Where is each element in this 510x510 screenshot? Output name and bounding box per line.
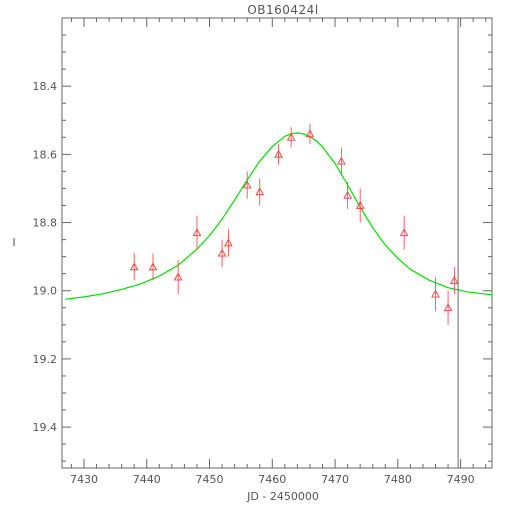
triangle-marker (431, 289, 440, 298)
data-point (255, 178, 265, 206)
y-tick-label: 19.4 (33, 421, 58, 434)
triangle-marker (443, 303, 453, 312)
model-curve (65, 132, 493, 300)
triangle-marker (217, 248, 227, 257)
triangle-marker (242, 180, 252, 189)
data-point (355, 188, 365, 223)
x-tick-label: 7470 (321, 473, 349, 486)
triangle-marker (129, 262, 139, 271)
x-tick-label: 7480 (384, 473, 412, 486)
data-point (192, 215, 202, 250)
triangle-marker (223, 238, 233, 247)
data-point (223, 229, 233, 257)
x-tick-label: 7450 (196, 473, 224, 486)
x-tick-label: 7430 (70, 473, 98, 486)
data-point (431, 277, 440, 312)
plot-frame (61, 17, 493, 469)
triangle-marker (343, 190, 352, 199)
axes: 7430 7440 7450 7460 7470 7480 7490 18.4 18.6 18.8… (33, 17, 493, 486)
data-point (242, 171, 252, 199)
y-tick-label: 18.4 (33, 80, 58, 93)
triangle-marker (173, 272, 183, 281)
data-point (148, 253, 158, 281)
triangle-marker (305, 129, 315, 138)
data-point (443, 290, 453, 325)
triangle-marker (192, 228, 202, 237)
data-point (449, 266, 459, 295)
data-point (336, 147, 346, 175)
y-tick-label: 18.6 (33, 148, 58, 161)
data-point (343, 181, 352, 209)
x-axis-label: JD - 2450000 (246, 490, 319, 503)
y-tick-label: 19.2 (33, 353, 58, 366)
y-tick-label: 18.8 (33, 217, 58, 230)
triangle-marker (336, 156, 346, 165)
model-curve-layer (65, 132, 493, 300)
triangle-marker (274, 149, 283, 158)
data-point (129, 253, 139, 281)
triangle-marker (148, 262, 158, 271)
x-tick-label: 7460 (258, 473, 286, 486)
y-tick-label: 19.0 (33, 285, 58, 298)
data-point (399, 215, 409, 250)
x-tick-label: 7490 (447, 473, 475, 486)
data-point (274, 144, 283, 165)
triangle-marker (286, 132, 296, 141)
y-axis-label: I (12, 236, 15, 249)
data-points-layer (129, 123, 459, 325)
x-tick-label: 7440 (133, 473, 161, 486)
triangle-marker (355, 200, 365, 209)
data-point (305, 123, 315, 145)
triangle-marker (255, 187, 265, 196)
data-point (173, 260, 183, 295)
triangle-marker (399, 228, 409, 237)
triangle-marker (449, 275, 459, 284)
chart-title: OB160424l (247, 3, 318, 17)
data-point (217, 239, 227, 267)
data-point (286, 127, 296, 148)
